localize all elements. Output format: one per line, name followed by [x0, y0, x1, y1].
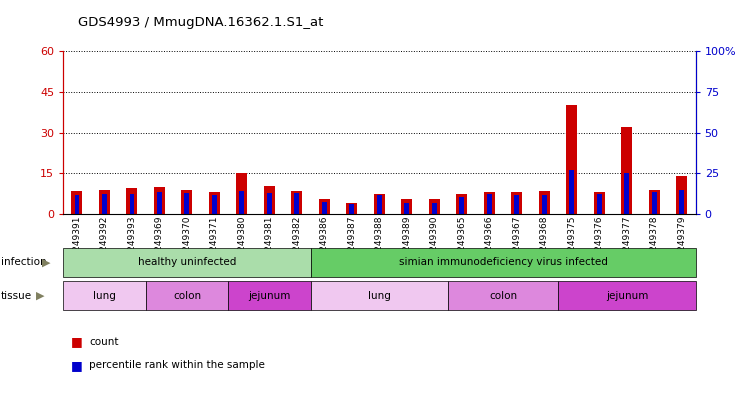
- Bar: [209, 193, 220, 214]
- Bar: [542, 195, 547, 214]
- Bar: [652, 192, 657, 214]
- Bar: [456, 194, 467, 214]
- Bar: [129, 194, 135, 214]
- Bar: [99, 190, 110, 214]
- Bar: [74, 195, 80, 214]
- Bar: [292, 191, 303, 214]
- Text: colon: colon: [173, 291, 201, 301]
- Bar: [487, 194, 492, 214]
- Text: count: count: [89, 337, 119, 347]
- Text: ▶: ▶: [36, 291, 45, 301]
- Bar: [649, 190, 660, 214]
- Bar: [624, 173, 629, 214]
- Text: lung: lung: [368, 291, 391, 301]
- Bar: [679, 190, 684, 214]
- Bar: [350, 204, 354, 214]
- Bar: [539, 191, 550, 214]
- Bar: [71, 191, 83, 214]
- Text: tissue: tissue: [1, 291, 32, 301]
- Text: infection: infection: [1, 257, 46, 267]
- Bar: [377, 195, 382, 214]
- Bar: [621, 127, 632, 214]
- Bar: [322, 202, 327, 214]
- Text: percentile rank within the sample: percentile rank within the sample: [89, 360, 265, 371]
- Bar: [319, 199, 330, 214]
- Bar: [185, 193, 190, 214]
- Text: jejunum: jejunum: [606, 291, 648, 301]
- Bar: [405, 203, 409, 214]
- Bar: [569, 170, 574, 214]
- Bar: [402, 199, 412, 214]
- Bar: [311, 281, 448, 310]
- Bar: [432, 203, 437, 214]
- Bar: [597, 194, 602, 214]
- Bar: [157, 192, 162, 214]
- Bar: [429, 199, 440, 214]
- Text: simian immunodeficiency virus infected: simian immunodeficiency virus infected: [399, 257, 608, 267]
- Bar: [514, 195, 519, 214]
- Bar: [594, 193, 605, 214]
- Bar: [182, 190, 193, 214]
- Text: healthy uninfected: healthy uninfected: [138, 257, 236, 267]
- Bar: [676, 176, 687, 214]
- Bar: [102, 194, 107, 214]
- Bar: [228, 281, 311, 310]
- Bar: [374, 194, 385, 214]
- Bar: [146, 281, 228, 310]
- Bar: [154, 187, 165, 214]
- Text: ■: ■: [71, 359, 83, 372]
- Bar: [240, 191, 245, 214]
- Bar: [267, 193, 272, 214]
- Bar: [126, 188, 138, 214]
- Bar: [212, 195, 217, 214]
- Text: ▶: ▶: [42, 257, 51, 267]
- Bar: [460, 197, 464, 214]
- Text: colon: colon: [489, 291, 517, 301]
- Bar: [63, 248, 311, 277]
- Bar: [295, 193, 299, 214]
- Bar: [558, 281, 696, 310]
- Bar: [511, 193, 522, 214]
- Bar: [347, 203, 357, 214]
- Bar: [448, 281, 558, 310]
- Text: ■: ■: [71, 335, 83, 349]
- Bar: [63, 281, 146, 310]
- Text: jejunum: jejunum: [248, 291, 291, 301]
- Text: lung: lung: [93, 291, 116, 301]
- Bar: [484, 193, 495, 214]
- Bar: [237, 173, 248, 214]
- Bar: [311, 248, 696, 277]
- Text: GDS4993 / MmugDNA.16362.1.S1_at: GDS4993 / MmugDNA.16362.1.S1_at: [78, 16, 324, 29]
- Bar: [264, 185, 275, 214]
- Bar: [566, 105, 577, 214]
